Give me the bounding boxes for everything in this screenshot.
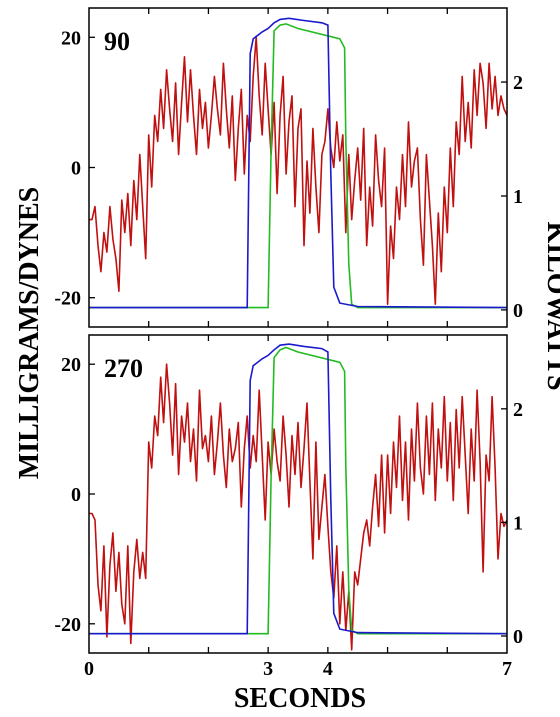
panel-label: 270	[104, 354, 143, 383]
signal-line	[89, 36, 507, 305]
panel-frame	[88, 334, 508, 654]
x-tick-label: 7	[502, 658, 512, 680]
left-tick-label: 20	[61, 354, 81, 376]
left-tick-label: 20	[61, 27, 81, 49]
left-tick-label: -20	[54, 288, 81, 310]
blue-line	[89, 343, 507, 635]
right-y-axis-title: KILOWATTS	[541, 221, 560, 390]
green-line	[89, 23, 507, 309]
panel-1: 20 0 -20 2 1 0 90	[54, 7, 523, 328]
x-tick-label: 0	[84, 658, 94, 680]
left-tick-label: -20	[54, 614, 81, 636]
left-tick-label: 0	[71, 484, 81, 506]
panel-frame	[88, 7, 508, 328]
right-tick-label: 0	[513, 300, 523, 322]
plot-area	[89, 343, 507, 651]
panel-2: 20 0 -20 2 1 0 270	[54, 334, 523, 654]
panel-label: 90	[104, 27, 130, 56]
left-y-axis-title: MILLIGRAMS/DYNES	[14, 187, 45, 479]
right-tick-label: 2	[513, 399, 523, 421]
blue-line	[89, 17, 507, 309]
x-tick-label: 3	[263, 658, 273, 680]
plot-area	[89, 17, 507, 309]
x-tick-label: 4	[323, 658, 333, 680]
green-line	[89, 346, 507, 635]
right-tick-label: 2	[513, 72, 523, 94]
x-axis-title: SECONDS	[234, 683, 366, 714]
signal-line	[89, 363, 507, 651]
right-tick-label: 1	[513, 512, 523, 534]
right-tick-label: 1	[513, 186, 523, 208]
left-tick-label: 0	[71, 158, 81, 180]
shared-axes-group: SECONDS MILLIGRAMS/DYNES KILOWATTS	[14, 187, 560, 714]
right-tick-label: 0	[513, 626, 523, 648]
